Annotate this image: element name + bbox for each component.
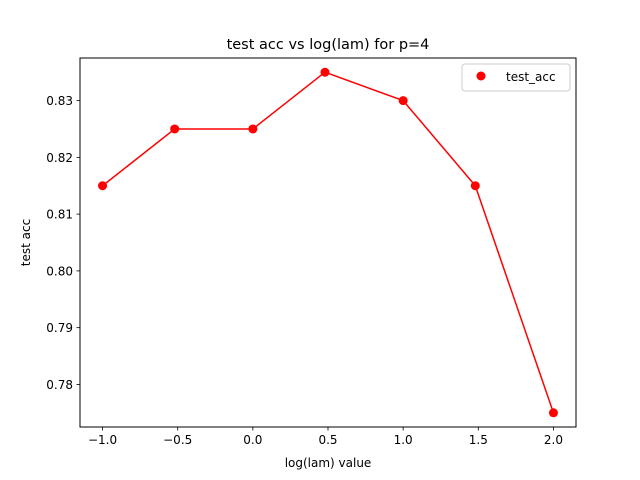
data-point <box>98 181 108 191</box>
x-tick-label: 1.5 <box>469 433 488 447</box>
y-tick-label: 0.79 <box>46 321 73 335</box>
legend: test_acc <box>461 63 571 92</box>
plot-background <box>80 58 576 427</box>
series-layer <box>98 67 558 418</box>
y-tick-label: 0.83 <box>46 94 73 108</box>
x-axis-ticks: −1.0 −0.5 0.0 0.5 1.0 1.5 2.0 <box>88 427 563 447</box>
y-tick-label: 0.78 <box>46 378 73 392</box>
chart-title: test acc vs log(lam) for p=4 <box>227 37 430 53</box>
legend-box <box>461 63 571 92</box>
x-tick-label: −0.5 <box>163 433 192 447</box>
y-axis-ticks: 0.78 0.79 0.80 0.81 0.82 0.83 <box>46 94 80 392</box>
x-tick-label: 1.0 <box>394 433 413 447</box>
legend-marker <box>476 71 486 81</box>
y-axis-label: test acc <box>19 219 33 266</box>
data-point <box>320 67 330 77</box>
data-point <box>170 124 180 134</box>
x-tick-label: −1.0 <box>88 433 117 447</box>
data-point <box>248 124 258 134</box>
x-tick-label: 0.5 <box>318 433 337 447</box>
x-tick-label: 2.0 <box>544 433 563 447</box>
y-tick-label: 0.82 <box>46 151 73 165</box>
plot-frame <box>79 57 577 428</box>
x-axis-label: log(lam) value <box>285 456 372 470</box>
data-point <box>398 96 408 106</box>
y-tick-label: 0.80 <box>46 264 73 278</box>
y-tick-label: 0.81 <box>46 208 73 222</box>
x-tick-label: 0.0 <box>243 433 262 447</box>
legend-label: test_acc <box>506 70 556 84</box>
data-point <box>548 408 558 418</box>
data-point <box>470 181 480 191</box>
